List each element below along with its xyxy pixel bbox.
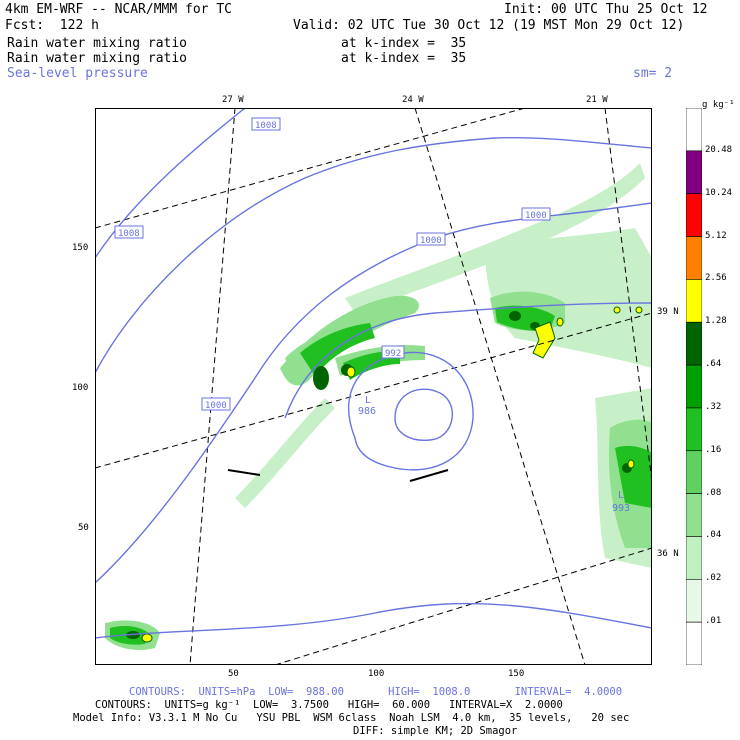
lat-lon-grid [95, 108, 652, 665]
map-plot: 1008 1008 1000 1000 1000 992 L 986 L 993 [95, 108, 652, 665]
colorbar-swatch [686, 108, 702, 152]
colorbar-swatch [686, 279, 702, 323]
colorbar-swatch [686, 364, 702, 409]
colorbar-swatch [686, 536, 702, 580]
contour-label: 1000 [525, 211, 547, 221]
colorbar-level-label: 5.12 [705, 230, 727, 241]
plot-background [95, 108, 652, 665]
colorbar-level-label: .08 [705, 487, 722, 498]
contour-label-group: 1008 1008 1000 1000 1000 992 [114, 117, 551, 411]
colorbar-unit: g kg⁻¹ [702, 100, 735, 110]
colorbar-level-label: .32 [705, 401, 722, 412]
lat-label-36n: 36 N [657, 549, 679, 559]
init-time: Init: 00 UTC Thu 25 Oct 12 [504, 2, 708, 17]
colorbar [686, 108, 702, 665]
y-tick-100: 100 [72, 383, 89, 393]
x-tick-150: 150 [508, 669, 525, 679]
field-3-name: Sea-level pressure [7, 66, 148, 81]
colorbar-swatch [686, 321, 702, 366]
footer-model-info: Model Info: V3.3.1 M No Cu YSU PBL WSM 6… [73, 712, 630, 724]
colorbar-swatch [686, 493, 702, 537]
colorbar-swatch [686, 621, 702, 665]
x-tick-100: 100 [368, 669, 385, 679]
colorbar-level-label: 2.56 [705, 273, 727, 284]
colorbar-swatch [686, 579, 702, 623]
y-tick-150: 150 [72, 243, 89, 253]
model-title: 4km EM-WRF -- NCAR/MMM for TC [5, 2, 232, 17]
field-2-name: Rain water mixing ratio [7, 51, 188, 66]
cross-section-lines [227, 469, 449, 482]
colorbar-level-label: .02 [705, 573, 722, 584]
lat-label-39n: 39 N [657, 307, 679, 317]
colorbar-swatch [686, 236, 702, 280]
colorbar-swatch [686, 407, 702, 452]
colorbar-swatch [686, 450, 702, 494]
colorbar-level-label: .64 [705, 359, 722, 370]
lon-label-27w: 27 W [222, 95, 244, 105]
low-center-value: 986 [358, 406, 376, 417]
contour-label: 992 [385, 349, 401, 359]
colorbar-level-label: .01 [705, 616, 722, 627]
low-center-value: 993 [612, 503, 630, 514]
forecast-hour: Fcst: 122 h [5, 18, 99, 33]
footer-contour-slp: CONTOURS: UNITS=hPa LOW= 988.00 HIGH= 10… [129, 686, 623, 698]
colorbar-swatch [686, 193, 702, 237]
colorbar-level-label: 20.48 [705, 144, 733, 155]
contour-label: 1008 [255, 121, 277, 131]
y-tick-50: 50 [78, 523, 89, 533]
low-center-symbol: L [365, 395, 371, 406]
contour-label: 1008 [118, 229, 140, 239]
lon-label-21w: 21 W [586, 95, 608, 105]
plot-frame [95, 108, 652, 665]
x-tick-50: 50 [228, 669, 239, 679]
contour-label: 1000 [205, 401, 227, 411]
colorbar-level-label: .04 [705, 530, 722, 541]
colorbar-swatch [686, 150, 702, 194]
field-2-level: at k-index = 35 [341, 51, 467, 66]
colorbar-level-label: 1.28 [705, 316, 727, 327]
colorbar-level-label: 10.24 [705, 187, 733, 198]
slp-contours [95, 108, 652, 639]
field-1-level: at k-index = 35 [341, 36, 467, 51]
colorbar-level-label: .16 [705, 444, 722, 455]
lon-label-24w: 24 W [402, 95, 424, 105]
low-center-symbol: L [618, 490, 624, 501]
valid-time: Valid: 02 UTC Tue 30 Oct 12 (19 MST Mon … [293, 18, 685, 33]
footer-diffusion: DIFF: simple KM; 2D Smagor [353, 725, 518, 737]
field-1-name: Rain water mixing ratio [7, 36, 188, 51]
smoothing-label: sm= 2 [633, 66, 673, 81]
contour-label: 1000 [420, 236, 442, 246]
footer-contour-rain: CONTOURS: UNITS=g kg⁻¹ LOW= 3.7500 HIGH=… [95, 699, 563, 711]
